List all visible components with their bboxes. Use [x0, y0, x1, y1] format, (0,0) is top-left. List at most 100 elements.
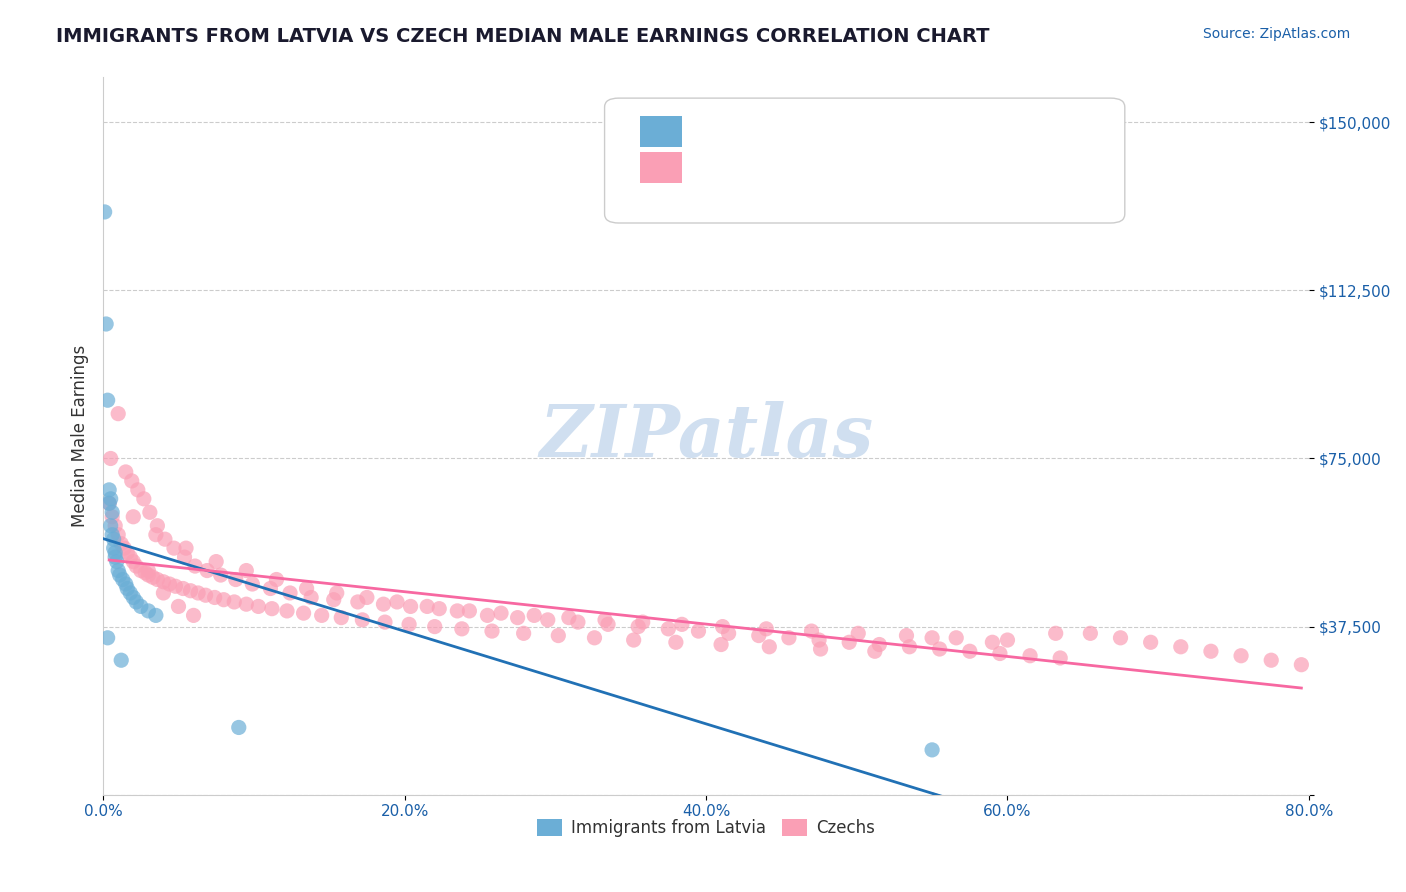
Point — [921, 743, 943, 757]
Point — [623, 633, 645, 648]
Point — [423, 619, 446, 633]
Point — [134, 566, 156, 580]
Point — [800, 624, 823, 638]
Point — [103, 532, 125, 546]
Point — [1260, 653, 1282, 667]
Point — [117, 546, 139, 560]
Point — [477, 608, 499, 623]
Point — [537, 613, 560, 627]
Point — [121, 474, 143, 488]
Point — [100, 491, 122, 506]
Point — [778, 631, 800, 645]
Point — [299, 591, 322, 605]
Point — [97, 393, 120, 408]
Point — [921, 631, 943, 645]
Point — [100, 518, 122, 533]
Point — [194, 588, 217, 602]
Point — [93, 205, 115, 219]
Point — [167, 599, 190, 614]
Point — [111, 573, 134, 587]
Point — [356, 591, 378, 605]
Point — [187, 586, 209, 600]
Point — [596, 617, 619, 632]
Point — [225, 573, 247, 587]
Point — [122, 509, 145, 524]
Point — [114, 465, 136, 479]
Point — [512, 626, 534, 640]
Point — [110, 653, 132, 667]
Point — [374, 615, 396, 629]
Y-axis label: Median Male Earnings: Median Male Earnings — [72, 345, 89, 527]
Point — [567, 615, 589, 629]
Point — [665, 635, 688, 649]
Point — [145, 608, 167, 623]
Point — [240, 577, 263, 591]
Point — [98, 496, 121, 510]
Point — [1199, 644, 1222, 658]
Point — [146, 518, 169, 533]
Text: IMMIGRANTS FROM LATVIA VS CZECH MEDIAN MALE EARNINGS CORRELATION CHART: IMMIGRANTS FROM LATVIA VS CZECH MEDIAN M… — [56, 27, 990, 45]
Point — [184, 559, 207, 574]
Point — [260, 601, 283, 615]
Point — [627, 619, 650, 633]
Point — [129, 564, 152, 578]
Point — [117, 582, 139, 596]
Point — [97, 631, 120, 645]
Point — [416, 599, 439, 614]
Point — [159, 577, 181, 591]
Point — [748, 629, 770, 643]
Point — [1049, 651, 1071, 665]
Point — [183, 608, 205, 623]
Point — [94, 317, 117, 331]
Point — [276, 604, 298, 618]
Point — [292, 606, 315, 620]
Point — [152, 574, 174, 589]
Point — [172, 582, 194, 596]
Point — [295, 582, 318, 596]
Point — [1019, 648, 1042, 663]
Point — [138, 564, 160, 578]
Point — [330, 610, 353, 624]
Point — [152, 586, 174, 600]
Point — [104, 518, 127, 533]
Point — [180, 583, 202, 598]
Point — [122, 591, 145, 605]
Point — [122, 555, 145, 569]
Point — [235, 597, 257, 611]
Point — [98, 496, 121, 510]
Point — [755, 622, 778, 636]
Point — [710, 638, 733, 652]
Point — [1291, 657, 1313, 672]
Point — [107, 407, 129, 421]
Point — [205, 555, 228, 569]
Point — [1080, 626, 1102, 640]
Point — [112, 541, 135, 556]
Point — [322, 592, 344, 607]
Point — [146, 573, 169, 587]
Point — [1139, 635, 1161, 649]
Legend: Immigrants from Latvia, Czechs: Immigrants from Latvia, Czechs — [530, 813, 882, 844]
Point — [711, 619, 734, 633]
Point — [100, 451, 122, 466]
Point — [399, 599, 422, 614]
Point — [868, 638, 890, 652]
Point — [125, 559, 148, 574]
Point — [145, 527, 167, 541]
Point — [163, 541, 186, 556]
Point — [347, 595, 370, 609]
Point — [547, 629, 569, 643]
Point — [863, 644, 886, 658]
Point — [311, 608, 333, 623]
Point — [838, 635, 860, 649]
Point — [142, 570, 165, 584]
Point — [165, 579, 187, 593]
Point — [523, 608, 546, 623]
Point — [688, 624, 710, 638]
Point — [398, 617, 420, 632]
Point — [153, 532, 176, 546]
Point — [657, 622, 679, 636]
Point — [195, 564, 218, 578]
Text: Source: ZipAtlas.com: Source: ZipAtlas.com — [1202, 27, 1350, 41]
Point — [988, 647, 1011, 661]
Point — [631, 615, 654, 629]
